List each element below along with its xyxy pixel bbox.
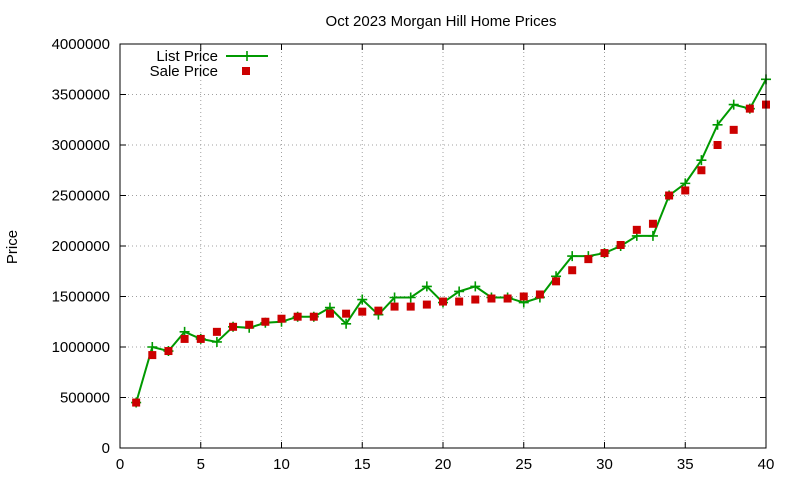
y-tick-label: 3000000: [52, 137, 110, 154]
y-tick-label: 500000: [60, 390, 110, 407]
data-point: [665, 191, 674, 200]
grid-lines: [120, 44, 766, 448]
data-point: [632, 225, 641, 234]
legend-marker-swatch: [242, 67, 250, 75]
data-point: [293, 312, 302, 321]
data-point: [567, 251, 578, 262]
data-point: [132, 398, 141, 407]
data-point: [681, 186, 690, 195]
data-point: [211, 336, 222, 347]
data-point: [309, 312, 318, 321]
y-tick-label: 4000000: [52, 36, 110, 53]
data-point: [405, 292, 416, 303]
data-point: [697, 166, 706, 175]
data-point: [261, 317, 270, 326]
y-tick-label: 1000000: [52, 339, 110, 356]
series-1: [132, 100, 770, 407]
data-point: [212, 327, 221, 336]
axes: 0 500000 1000000 1500000 2000000 2500000 30000…: [52, 36, 775, 473]
data-point: [439, 297, 447, 306]
x-tick-label: 5: [197, 456, 205, 473]
data-point: [196, 334, 205, 343]
data-point: [277, 314, 286, 323]
y-tick-label: 1500000: [52, 289, 110, 306]
data-point: [342, 309, 351, 318]
y-tick-label: 2500000: [52, 188, 110, 205]
chart-title: Oct 2023 Morgan Hill Home Prices: [326, 13, 557, 30]
data-point: [454, 286, 465, 297]
data-point: [180, 334, 189, 343]
data-point: [325, 309, 334, 318]
x-tick-label: 0: [116, 456, 124, 473]
data-point: [648, 219, 657, 228]
data-point: [584, 255, 593, 264]
data-point: [647, 230, 658, 241]
data-point: [164, 347, 173, 356]
data-point: [600, 249, 609, 258]
data-point: [503, 294, 512, 303]
y-tick-label: 0: [102, 440, 110, 457]
data-point: [535, 290, 544, 299]
series-layer: [131, 74, 771, 408]
data-point: [552, 277, 561, 286]
data-point: [421, 281, 432, 292]
data-point: [422, 300, 431, 309]
data-point: [519, 292, 528, 301]
data-point: [148, 351, 157, 360]
legend-label: Sale Price: [150, 63, 218, 80]
data-point: [229, 322, 238, 331]
y-tick-label: 2000000: [52, 238, 110, 255]
x-tick-label: 25: [515, 456, 532, 473]
series-line: [135, 78, 767, 403]
data-point: [487, 294, 496, 303]
data-point: [245, 320, 254, 329]
data-point: [374, 306, 383, 315]
data-point: [389, 292, 400, 303]
data-point: [470, 281, 481, 292]
plot-frame: [119, 43, 767, 449]
data-point: [729, 125, 738, 134]
x-tick-label: 30: [596, 456, 613, 473]
x-tick-label: 15: [354, 456, 371, 473]
data-point: [358, 307, 367, 316]
x-tick-label: 20: [435, 456, 452, 473]
x-tick-label: 40: [758, 456, 775, 473]
data-point: [696, 155, 707, 166]
data-point: [616, 240, 625, 249]
data-point: [728, 99, 739, 110]
y-tick-label: 3500000: [52, 87, 110, 104]
data-point: [745, 104, 754, 113]
data-point: [147, 342, 158, 352]
data-point: [341, 318, 352, 329]
data-point: [471, 295, 480, 304]
series-0: [131, 74, 771, 408]
data-point: [568, 266, 577, 275]
x-tick-label: 35: [677, 456, 694, 473]
data-point: [712, 119, 723, 130]
legend-label: List Price: [156, 48, 218, 65]
x-tick-label: 10: [273, 456, 290, 473]
data-point: [406, 302, 415, 311]
data-point: [713, 141, 722, 149]
y-axis-label: Price: [4, 230, 21, 264]
data-point: [455, 297, 464, 306]
legend-marker-swatch: [242, 51, 252, 61]
data-point: [390, 302, 399, 311]
data-point: [357, 294, 368, 305]
